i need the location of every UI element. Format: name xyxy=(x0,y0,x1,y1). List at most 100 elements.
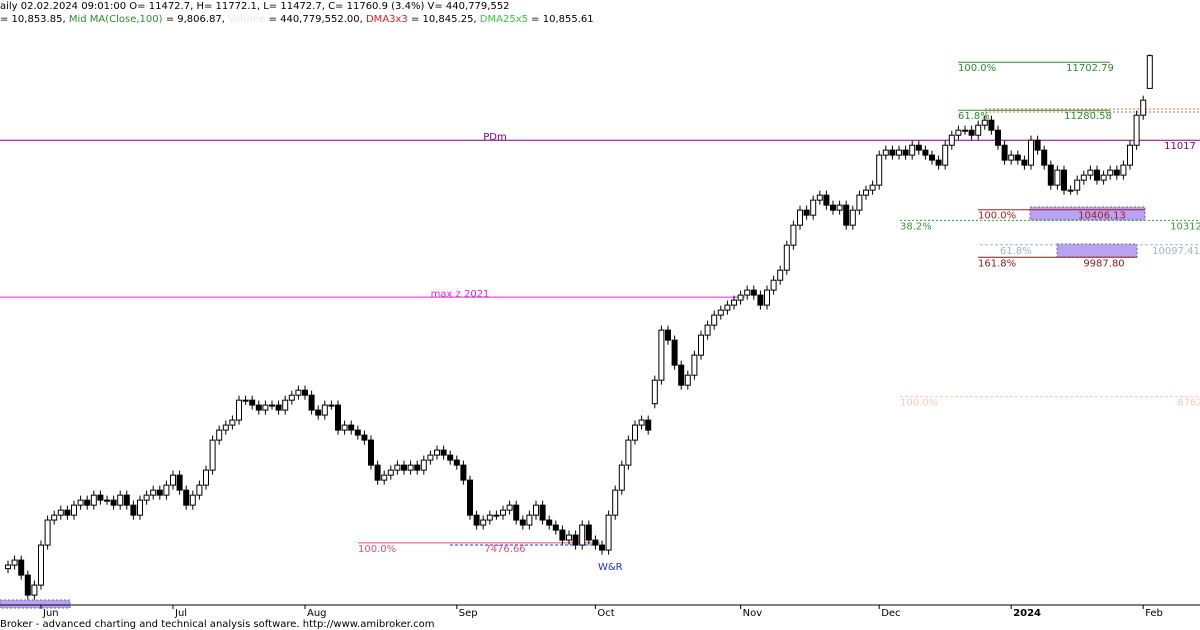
candle-body xyxy=(744,289,751,296)
candle-body xyxy=(896,149,902,156)
candle-body xyxy=(196,484,203,496)
candle-body xyxy=(711,314,718,326)
candle-body xyxy=(605,514,612,551)
candle-body xyxy=(632,424,638,441)
candle-body xyxy=(170,474,176,486)
candle-body xyxy=(1014,154,1021,161)
candle-body xyxy=(295,389,302,396)
levels: PDm 11017 max z 2021 100.0% 11702.79 61.8% 112… xyxy=(0,61,1200,555)
candle-body xyxy=(1074,179,1081,191)
candle-body xyxy=(255,404,262,411)
candle-body xyxy=(401,464,407,471)
candles xyxy=(5,54,1153,600)
candle-body xyxy=(1133,114,1140,146)
candle-body xyxy=(513,504,520,521)
candle-body xyxy=(242,399,249,402)
candle-body xyxy=(539,504,546,521)
candle-body xyxy=(533,504,539,516)
candle-body xyxy=(176,474,183,491)
candle-body xyxy=(354,429,361,436)
candle-body xyxy=(1028,139,1034,166)
candle-body xyxy=(288,394,295,401)
candle-body xyxy=(493,514,500,517)
x-tick-label: Jun xyxy=(42,608,59,619)
candle-body xyxy=(348,424,355,431)
level-price: 11702.79 xyxy=(1066,63,1114,74)
candle-body xyxy=(526,514,533,526)
candle-body xyxy=(506,504,513,511)
level-label: 61.8% xyxy=(1000,246,1032,257)
candle-body xyxy=(209,439,216,471)
candle-body xyxy=(777,269,784,281)
candle-body xyxy=(275,404,282,411)
candle-body xyxy=(104,499,110,502)
level-label: 100.0% xyxy=(900,398,938,409)
candle-body xyxy=(823,194,830,206)
candle-body xyxy=(585,524,592,541)
candle-body xyxy=(163,484,170,496)
candle-body xyxy=(856,194,863,211)
candle-body xyxy=(612,489,619,516)
candle-body xyxy=(453,459,460,466)
candle-body xyxy=(592,539,599,546)
candle-body xyxy=(420,459,427,471)
level-price: 7476.66 xyxy=(484,544,525,555)
candle-body xyxy=(704,324,711,336)
x-tick-label: Jul xyxy=(174,608,187,619)
candle-body xyxy=(816,194,823,201)
candle-body xyxy=(222,424,229,431)
header-segment: DMA3x3 xyxy=(366,14,408,25)
x-tick-label: Nov xyxy=(743,608,763,619)
candle-body xyxy=(559,529,566,541)
header-segment: DMA25x5 xyxy=(480,14,528,25)
candle-body xyxy=(328,404,335,407)
candle-body xyxy=(552,524,559,531)
level-price: 10406.13 xyxy=(1078,211,1126,222)
level-price: 9987.80 xyxy=(1083,258,1124,269)
candle-body xyxy=(269,404,275,407)
header-segment: = 10,855.61 xyxy=(528,14,594,25)
candle-body xyxy=(651,379,658,405)
candle-body xyxy=(1001,144,1008,161)
candle-body xyxy=(935,159,942,166)
zone-box xyxy=(0,599,71,609)
zone-box xyxy=(1056,243,1138,258)
candle-body xyxy=(156,489,163,496)
x-tick-label: Sep xyxy=(459,608,478,619)
level-price: 11280.58 xyxy=(1064,111,1112,122)
candle-body xyxy=(84,499,91,506)
candle-body xyxy=(57,509,64,516)
candle-body xyxy=(698,334,704,356)
candle-body xyxy=(869,184,876,191)
candle-body xyxy=(1140,99,1147,116)
candle-body xyxy=(1041,149,1048,166)
candle-body xyxy=(691,354,698,376)
candle-body xyxy=(341,424,348,431)
level-price: 10312 xyxy=(1170,221,1200,232)
level-label: 161.8% xyxy=(978,258,1016,269)
candle-body xyxy=(427,454,434,461)
candle-body xyxy=(90,494,97,506)
note: W&R xyxy=(598,562,623,573)
candle-body xyxy=(189,494,196,506)
header-line: aily 02.02.2024 09:01:00 O= 11472.7, H= … xyxy=(0,1,510,12)
candle-body xyxy=(658,329,665,381)
candle-body xyxy=(335,404,341,431)
level-price: 8762 xyxy=(1177,398,1200,409)
candle-body xyxy=(229,419,236,426)
candle-body xyxy=(1087,169,1094,176)
candle-body xyxy=(849,209,856,226)
candle-body xyxy=(750,289,757,296)
candle-body xyxy=(810,199,817,216)
candle-body xyxy=(790,224,797,246)
candle-body xyxy=(546,519,553,526)
candle-body xyxy=(599,544,605,551)
x-tick-label: Dec xyxy=(881,608,900,619)
candle-body xyxy=(473,514,480,526)
candle-body xyxy=(407,464,414,471)
level-label: 38.2% xyxy=(900,221,932,232)
header-segment: = 10,853.85, xyxy=(0,14,69,25)
header-segment: Volume xyxy=(228,14,265,25)
candle-body xyxy=(1113,169,1120,176)
level-price: 11017 xyxy=(1164,141,1196,152)
